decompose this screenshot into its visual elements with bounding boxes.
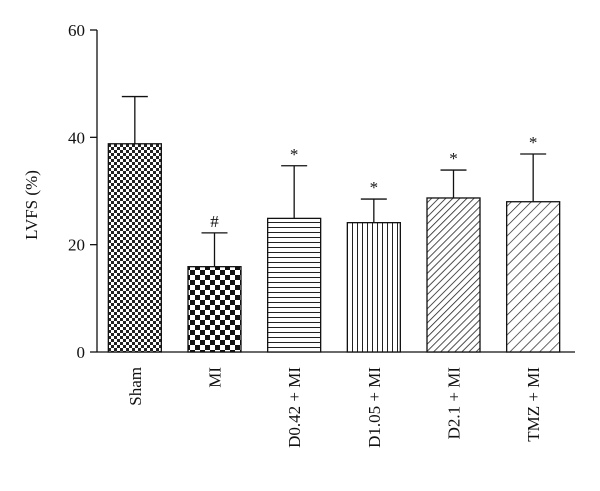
- annotation-3: *: [370, 178, 379, 197]
- bar-0: [107, 143, 162, 353]
- annotation-5: *: [529, 133, 538, 152]
- bars: [107, 143, 561, 353]
- x-tick-label-3: D1.05 + MI: [365, 367, 384, 448]
- bar-4: [426, 197, 481, 353]
- y-tick-label: 20: [68, 236, 85, 255]
- x-tick-label-5: TMZ + MI: [524, 367, 543, 442]
- annotation-2: *: [290, 145, 299, 164]
- annotation-4: *: [449, 149, 458, 168]
- axes: [96, 30, 575, 353]
- y-tick-label: 60: [68, 21, 85, 40]
- x-tick-label-1: MI: [206, 367, 225, 388]
- error-bars: [121, 95, 547, 267]
- x-tick-label-0: Sham: [126, 367, 145, 406]
- x-tick-label-4: D2.1 + MI: [445, 367, 464, 440]
- x-tick-labels: Sham MI D0.42 + MI D1.05 + MI D2.1 + MI TMZ +…: [126, 367, 543, 448]
- bar-2: [267, 217, 322, 353]
- annotation-1: #: [210, 212, 219, 231]
- y-ticks: 0 20 40 60: [68, 21, 97, 362]
- y-tick-label: 0: [77, 343, 86, 362]
- x-tick-label-2: D0.42 + MI: [285, 367, 304, 448]
- y-tick-label: 40: [68, 128, 85, 147]
- bar-3: [346, 222, 401, 353]
- bar-1: [187, 266, 242, 353]
- bar-5: [506, 201, 561, 353]
- annotations: # * * * *: [210, 133, 537, 231]
- y-axis-title: LVFS (%): [22, 170, 41, 240]
